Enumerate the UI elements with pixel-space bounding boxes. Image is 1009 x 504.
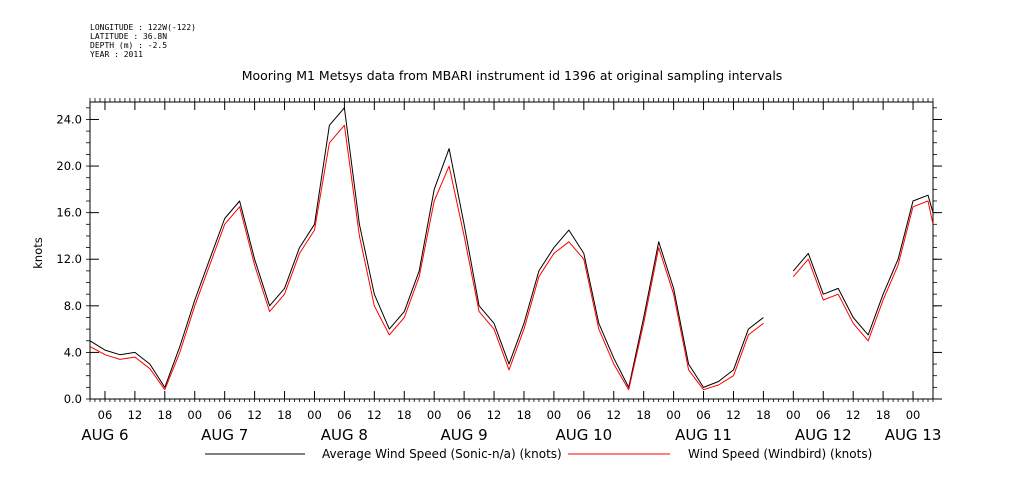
plot-frame <box>89 101 934 400</box>
y-tick-label: 4.0 <box>64 345 82 359</box>
y-axis: 0.0 4.0 8.0 12.0 16.0 20.0 24.0 <box>56 112 942 406</box>
x-tick-label: 00 <box>666 408 681 422</box>
x-tick-label: 18 <box>876 408 891 422</box>
x-tick-label: 12 <box>247 408 262 422</box>
x-day-label: AUG 9 <box>441 426 488 444</box>
x-tick-label: 18 <box>517 408 532 422</box>
series-layer <box>89 107 934 391</box>
x-day-label: AUG 12 <box>795 426 852 444</box>
x-tick-label: 06 <box>337 408 352 422</box>
meta-depth: DEPTH (m) : -2.5 <box>90 41 167 50</box>
x-tick-label: 00 <box>786 408 801 422</box>
minor-ticks <box>86 98 937 402</box>
x-tick-label: 18 <box>277 408 292 422</box>
x-tick-label: 18 <box>158 408 173 422</box>
x-tick-label: 12 <box>726 408 741 422</box>
meta-latitude: LATITUDE : 36.8N <box>90 32 167 41</box>
x-tick-label: 12 <box>367 408 382 422</box>
series-avg-line <box>792 194 934 336</box>
x-day-label: AUG 7 <box>201 426 248 444</box>
x-tick-label: 06 <box>577 408 592 422</box>
x-day-label: AUG 13 <box>885 426 942 444</box>
x-day-label: AUG 6 <box>81 426 128 444</box>
x-day-label: AUG 8 <box>321 426 368 444</box>
x-axis-day-labels: AUG 6 AUG 7 AUG 8 AUG 9 AUG 10 AUG 11 AUG 12 AU… <box>81 426 941 444</box>
series-windbird-line <box>89 124 764 391</box>
chart-title: Mooring M1 Metsys data from MBARI instru… <box>242 68 783 83</box>
x-tick-label: 12 <box>487 408 502 422</box>
y-tick-label: 16.0 <box>56 206 82 220</box>
series-windbird-line <box>792 200 934 342</box>
x-tick-label: 06 <box>816 408 831 422</box>
x-axis: 06 12 18 00 06 12 18 00 06 12 18 00 06 12 18 00 06 12 18 00… <box>98 102 921 422</box>
y-tick-label: 12.0 <box>56 252 82 266</box>
y-tick-label: 20.0 <box>56 159 82 173</box>
x-tick-label: 00 <box>187 408 202 422</box>
x-day-label: AUG 10 <box>555 426 612 444</box>
x-tick-label: 06 <box>217 408 232 422</box>
meta-year: YEAR : 2011 <box>90 50 143 59</box>
x-tick-label: 00 <box>427 408 442 422</box>
x-tick-label: 00 <box>547 408 562 422</box>
x-tick-label: 12 <box>128 408 143 422</box>
x-tick-label: 18 <box>756 408 771 422</box>
y-axis-label: knots <box>31 237 45 269</box>
series-avg-line <box>89 107 764 388</box>
x-tick-label: 00 <box>906 408 921 422</box>
x-tick-label: 12 <box>606 408 621 422</box>
x-tick-label: 12 <box>846 408 861 422</box>
legend-label-avg: Average Wind Speed (Sonic-n/a) (knots) <box>322 447 562 461</box>
x-tick-label: 18 <box>636 408 651 422</box>
legend-label-windbird: Wind Speed (Windbird) (knots) <box>688 447 872 461</box>
x-tick-label: 18 <box>397 408 412 422</box>
metadata-block: LONGITUDE : 122W(-122) LATITUDE : 36.8N … <box>90 23 196 59</box>
x-day-label: AUG 11 <box>675 426 732 444</box>
y-tick-label: 24.0 <box>56 112 82 126</box>
x-tick-label: 06 <box>457 408 472 422</box>
meta-longitude: LONGITUDE : 122W(-122) <box>90 23 196 32</box>
x-tick-label: 06 <box>696 408 711 422</box>
y-tick-label: 0.0 <box>64 392 82 406</box>
x-tick-label: 00 <box>307 408 322 422</box>
y-tick-label: 8.0 <box>64 299 82 313</box>
legend: Average Wind Speed (Sonic-n/a) (knots) W… <box>205 447 872 461</box>
x-tick-label: 06 <box>98 408 113 422</box>
